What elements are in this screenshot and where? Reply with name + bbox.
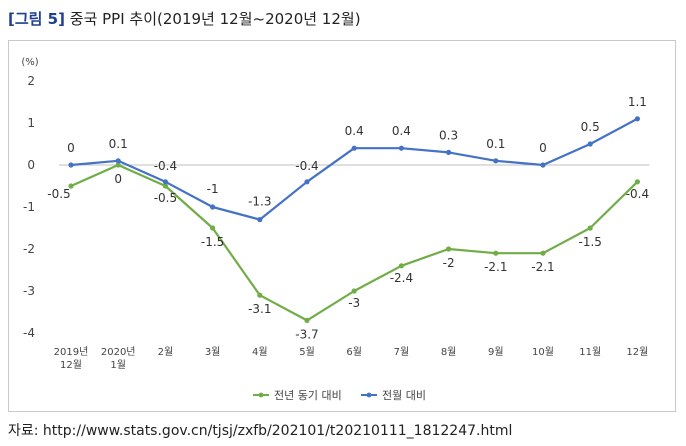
legend-label: 전년 동기 대비: [274, 389, 342, 402]
legend-swatch-marker: [258, 392, 264, 398]
data-label: -0.5: [154, 191, 177, 205]
data-point: [257, 292, 263, 298]
x-tick-label: 7월: [394, 346, 410, 358]
y-tick-label: -2: [23, 242, 35, 256]
figure-title-text: 중국 PPI 추이(2019년 12월~2020년 12월): [69, 10, 361, 28]
data-label: -0.5: [47, 187, 70, 201]
figure-title: [그림 5] 중국 PPI 추이(2019년 12월~2020년 12월): [8, 8, 361, 29]
chart-frame: (%) 2 1 0 -1 -2 -3 -4 2019년 12월 2020년 1월 2월 3월 4월 5월 6월 7…: [8, 40, 676, 412]
data-point: [446, 149, 452, 155]
data-label: -0.4: [626, 187, 649, 201]
x-tick-label: 2월: [158, 346, 174, 358]
data-point: [68, 162, 74, 168]
x-tick-label: 8월: [441, 346, 457, 358]
data-point: [587, 225, 593, 231]
data-label: -0.4: [154, 159, 177, 173]
x-tick-label: 11월: [579, 346, 601, 358]
data-label: -3.7: [295, 327, 318, 341]
data-label: 1.1: [628, 95, 647, 109]
data-label: 0.4: [345, 124, 364, 138]
data-point: [351, 145, 357, 151]
data-label: 0.1: [109, 137, 128, 151]
data-point: [257, 217, 263, 223]
x-tick-label: 5월: [299, 346, 315, 358]
y-tick-label: 1: [27, 116, 35, 130]
data-label: -1.5: [578, 235, 601, 249]
y-tick-label: 0: [27, 158, 35, 172]
data-point: [493, 250, 499, 256]
data-point: [351, 288, 357, 294]
legend-swatch-marker: [366, 392, 372, 398]
data-point: [162, 183, 168, 189]
x-tick-label: 4월: [252, 346, 268, 358]
data-label: -2.4: [390, 271, 413, 285]
data-label: -2.1: [531, 260, 554, 274]
data-point: [540, 162, 546, 168]
data-label: 0.4: [392, 124, 411, 138]
x-tick-label: 12월: [60, 359, 82, 371]
data-label: -2: [443, 256, 455, 270]
data-label: -1.3: [248, 195, 271, 209]
data-point: [634, 179, 641, 185]
x-tick-label: 12월: [626, 346, 648, 358]
data-label: -0.4: [295, 159, 318, 173]
data-label: 0.5: [581, 120, 600, 134]
data-point: [398, 145, 404, 151]
data-point: [587, 141, 593, 147]
y-tick-label: -4: [23, 326, 35, 340]
data-point: [446, 246, 452, 252]
data-label: -1.5: [201, 235, 224, 249]
data-label: -3.1: [248, 302, 271, 316]
x-tick-label: 9월: [488, 346, 504, 358]
data-label: 0.3: [439, 128, 458, 142]
y-tick-label: -3: [23, 284, 35, 298]
source-note: 자료: http://www.stats.gov.cn/tjsj/zxfb/20…: [8, 423, 513, 439]
data-label: -1: [207, 182, 219, 196]
data-label: -2.1: [484, 260, 507, 274]
data-point: [210, 225, 216, 231]
y-tick-label: 2: [27, 74, 35, 88]
data-label: 0: [67, 141, 75, 155]
data-label: -3: [348, 296, 360, 310]
data-point: [162, 179, 168, 185]
x-tick-label: 2019년: [54, 346, 89, 358]
y-unit-label: (%): [21, 57, 38, 68]
data-point: [210, 204, 216, 210]
x-tick-label: 1월: [110, 359, 126, 371]
data-label: 0: [539, 141, 547, 155]
data-point: [115, 158, 121, 164]
data-point: [540, 250, 546, 256]
legend-label: 전월 대비: [382, 389, 426, 402]
data-point: [68, 183, 74, 189]
x-tick-label: 6월: [346, 346, 362, 358]
y-tick-label: -1: [23, 200, 35, 214]
data-point: [493, 158, 499, 164]
data-point: [304, 317, 310, 323]
x-tick-label: 2020년: [101, 346, 136, 358]
data-point: [634, 116, 641, 122]
data-point: [398, 263, 404, 269]
data-label: 0.1: [486, 137, 505, 151]
figure-number: [그림 5]: [8, 10, 65, 28]
data-point: [304, 179, 310, 185]
x-tick-label: 3월: [205, 346, 221, 358]
data-point: [115, 162, 121, 168]
x-tick-label: 10월: [532, 346, 554, 358]
data-label: 0: [114, 172, 122, 186]
